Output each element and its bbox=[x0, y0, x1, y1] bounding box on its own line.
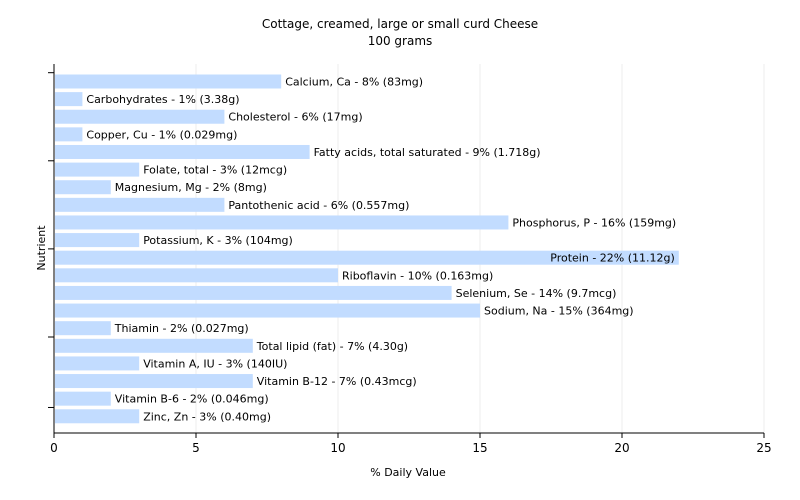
bar-label: Zinc, Zn - 3% (0.40mg) bbox=[143, 410, 271, 423]
bar-label: Riboflavin - 10% (0.163mg) bbox=[342, 269, 493, 282]
bar-label: Fatty acids, total saturated - 9% (1.718… bbox=[314, 146, 541, 159]
bar-label: Phosphorus, P - 16% (159mg) bbox=[512, 216, 676, 229]
x-tick-label: 10 bbox=[330, 441, 345, 455]
bar bbox=[55, 233, 140, 248]
x-tick-label: 0 bbox=[50, 441, 58, 455]
y-axis-label: Nutrient bbox=[35, 225, 48, 271]
bar-label: Protein - 22% (11.12g) bbox=[550, 252, 675, 265]
x-axis-label: % Daily Value bbox=[370, 466, 446, 479]
bar-label: Folate, total - 3% (12mcg) bbox=[143, 164, 287, 177]
bar bbox=[55, 285, 452, 300]
chart-title: Cottage, creamed, large or small curd Ch… bbox=[262, 17, 538, 31]
bar bbox=[55, 409, 140, 424]
bar bbox=[55, 268, 338, 283]
bar-label: Cholesterol - 6% (17mg) bbox=[228, 111, 362, 124]
bar bbox=[55, 162, 140, 177]
grid bbox=[195, 64, 765, 433]
bar-label: Vitamin B-6 - 2% (0.046mg) bbox=[115, 393, 269, 406]
bar bbox=[55, 250, 679, 265]
bar-label: Vitamin B-12 - 7% (0.43mcg) bbox=[257, 375, 417, 388]
bar-label: Magnesium, Mg - 2% (8mg) bbox=[115, 181, 267, 194]
bar-label: Calcium, Ca - 8% (83mg) bbox=[285, 76, 423, 89]
bar bbox=[55, 109, 225, 124]
axes bbox=[48, 64, 764, 434]
bar-label: Thiamin - 2% (0.027mg) bbox=[114, 322, 249, 335]
x-tick-label: 15 bbox=[472, 441, 487, 455]
x-tick-label: 5 bbox=[192, 441, 200, 455]
bars: Calcium, Ca - 8% (83mg) Carbohydrates - 1… bbox=[55, 74, 679, 424]
bar bbox=[55, 92, 83, 107]
bar-label: Sodium, Na - 15% (364mg) bbox=[484, 305, 634, 318]
bar bbox=[55, 374, 253, 389]
bar bbox=[55, 215, 509, 230]
bar bbox=[55, 321, 111, 336]
x-tick-label: 25 bbox=[756, 441, 771, 455]
bar-label: Copper, Cu - 1% (0.029mg) bbox=[86, 128, 237, 141]
bar bbox=[55, 338, 253, 353]
bar bbox=[55, 127, 83, 142]
bar-label: Pantothenic acid - 6% (0.557mg) bbox=[228, 199, 409, 212]
bar-label: Potassium, K - 3% (104mg) bbox=[143, 234, 293, 247]
bar bbox=[55, 391, 111, 406]
bar bbox=[55, 197, 225, 212]
x-tick-label: 20 bbox=[614, 441, 629, 455]
bar bbox=[55, 356, 140, 371]
bar-label: Total lipid (fat) - 7% (4.30g) bbox=[256, 340, 408, 353]
chart-subtitle: 100 grams bbox=[368, 34, 433, 48]
bar-label: Vitamin A, IU - 3% (140IU) bbox=[143, 357, 287, 370]
x-ticks: 0 5 10 15 20 25 bbox=[50, 433, 772, 455]
bar bbox=[55, 180, 111, 195]
bar bbox=[55, 74, 282, 89]
bar bbox=[55, 144, 310, 159]
bar-label: Carbohydrates - 1% (3.38g) bbox=[86, 93, 239, 106]
bar-label: Selenium, Se - 14% (9.7mcg) bbox=[456, 287, 617, 300]
bar bbox=[55, 303, 480, 318]
